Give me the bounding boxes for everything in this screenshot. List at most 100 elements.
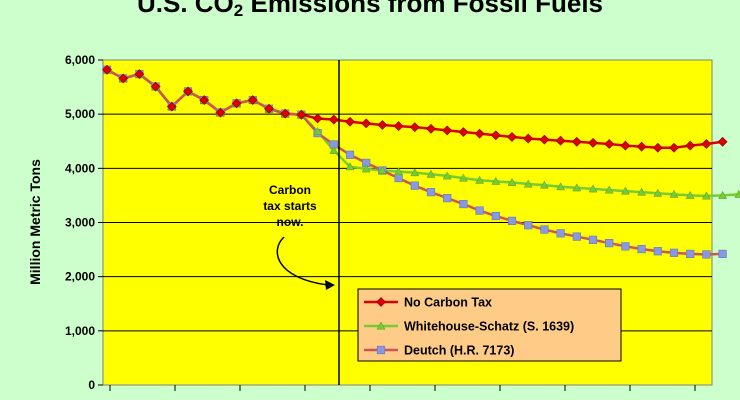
data-point	[377, 165, 387, 174]
data-point	[459, 199, 468, 209]
data-point	[523, 133, 534, 144]
data-point	[458, 173, 468, 182]
y-tick-label: 6,000	[65, 53, 95, 67]
data-point	[653, 188, 663, 197]
data-point	[637, 187, 647, 196]
data-point	[604, 185, 614, 194]
data-point	[442, 125, 453, 136]
data-point	[458, 127, 469, 137]
data-point	[572, 232, 581, 241]
legend-label: Deutch (H.R. 7173)	[404, 344, 514, 358]
y-tick-label: 2,000	[65, 270, 95, 284]
y-tick-label: 3,000	[65, 216, 95, 230]
data-point	[345, 150, 355, 159]
data-point	[329, 145, 339, 154]
data-point	[377, 120, 388, 130]
data-point	[394, 173, 403, 183]
data-point	[394, 167, 404, 176]
data-point	[443, 194, 452, 203]
data-point	[621, 242, 630, 251]
data-point	[183, 86, 193, 97]
data-point	[539, 180, 549, 189]
data-point	[571, 136, 582, 147]
data-point	[410, 181, 419, 190]
data-point	[247, 95, 258, 106]
data-point	[588, 235, 598, 244]
data-point	[588, 184, 598, 193]
data-point	[328, 114, 339, 125]
data-point	[539, 134, 550, 145]
data-point	[410, 168, 420, 177]
data-point	[376, 321, 386, 330]
data-point	[605, 238, 614, 248]
data-point	[507, 177, 517, 186]
data-point	[669, 248, 679, 257]
data-point	[134, 69, 145, 80]
data-point	[701, 139, 712, 149]
data-point	[620, 186, 630, 195]
data-point	[475, 206, 484, 215]
data-point	[653, 247, 662, 256]
data-point	[686, 249, 695, 259]
data-point	[572, 183, 582, 192]
data-point	[491, 211, 500, 221]
data-point	[150, 81, 161, 92]
data-point	[215, 107, 226, 118]
data-point	[588, 137, 598, 148]
series-markers-0	[102, 64, 728, 153]
legend-box	[357, 288, 622, 362]
data-point	[734, 189, 740, 198]
data-point	[718, 190, 728, 199]
annotation-arrow	[276, 236, 329, 286]
data-point	[718, 249, 727, 259]
data-point	[524, 221, 533, 230]
data-point	[166, 101, 177, 112]
annotation-arrowhead	[325, 280, 335, 290]
data-point	[442, 171, 452, 180]
data-point	[376, 297, 386, 307]
annotation-text: now.	[277, 215, 304, 229]
data-point	[556, 229, 565, 238]
data-point	[345, 162, 355, 171]
data-point	[685, 190, 695, 199]
data-point	[361, 164, 371, 173]
legend-label: Whitehouse-Schatz (S. 1639)	[404, 320, 574, 334]
data-point	[523, 179, 533, 188]
data-point	[507, 216, 517, 225]
data-point	[490, 130, 501, 141]
data-point	[409, 122, 420, 133]
data-point	[637, 244, 646, 254]
data-point	[491, 176, 501, 185]
data-point	[280, 108, 291, 119]
data-point	[685, 140, 696, 151]
data-point	[652, 142, 663, 153]
data-point	[620, 140, 631, 151]
annotation-text: tax starts	[263, 199, 317, 213]
data-point	[376, 345, 386, 355]
data-point	[475, 175, 485, 184]
data-point	[540, 225, 549, 234]
data-point	[604, 139, 615, 149]
data-point	[556, 182, 566, 191]
data-point	[426, 123, 436, 134]
data-point	[345, 116, 355, 127]
legend-label: No Carbon Tax	[404, 296, 492, 310]
data-point	[102, 64, 112, 75]
data-point	[669, 142, 679, 153]
data-point	[636, 141, 647, 152]
data-point	[717, 136, 728, 147]
data-point	[701, 191, 711, 200]
data-point	[702, 250, 711, 259]
data-point	[264, 103, 274, 114]
y-tick-label: 4,000	[65, 161, 95, 175]
data-point	[199, 95, 210, 106]
chart-title: U.S. CO2 Emissions from Fossil Fuels	[136, 0, 604, 20]
data-point	[507, 131, 517, 142]
data-point	[313, 126, 323, 135]
data-point	[312, 113, 323, 124]
y-axis-label: Million Metric Tons	[27, 159, 43, 285]
data-point	[474, 128, 485, 139]
data-point	[296, 109, 307, 120]
data-point	[555, 135, 566, 146]
